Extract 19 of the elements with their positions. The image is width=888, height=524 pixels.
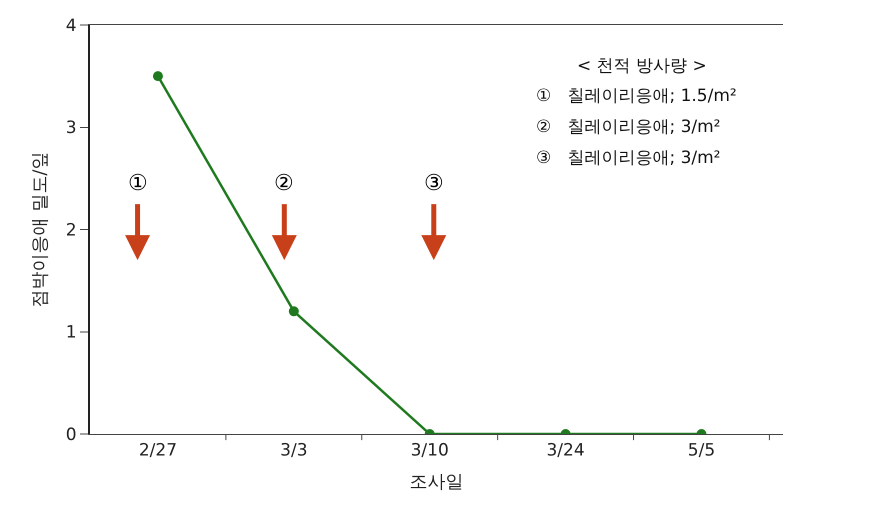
y-axis-title: 점박이응애 밀도/잎: [29, 152, 50, 308]
x-axis-title: 조사일: [410, 472, 464, 492]
annotation: ② 칠레이리응애; 3/m²: [536, 117, 721, 137]
x-tick-label: 5/5: [688, 440, 716, 460]
x-tick-label: 2/27: [138, 440, 178, 460]
annotation: ③ 칠레이리응애; 3/m²: [536, 148, 721, 168]
x-tick-label: 3/3: [280, 440, 308, 460]
y-tick-label: 1: [66, 322, 77, 343]
y-tick-label: 3: [66, 118, 77, 138]
annotation: < 천적 방사량 >: [577, 56, 707, 76]
annotation: ①: [128, 171, 148, 196]
x-tick-label: 3/10: [410, 440, 449, 460]
y-tick-label: 4: [66, 16, 77, 36]
annotation: ① 칠레이리응애; 1.5/m²: [536, 86, 737, 106]
annotation: ②: [274, 171, 294, 196]
x-tick-label: 3/24: [546, 440, 585, 460]
y-tick-label: 2: [66, 220, 77, 240]
y-tick-label: 0: [66, 424, 77, 445]
annotation: ③: [424, 171, 444, 196]
